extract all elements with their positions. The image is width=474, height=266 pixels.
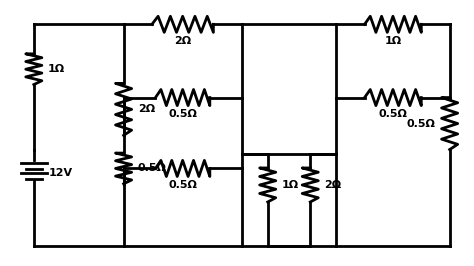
Text: 0.5Ω: 0.5Ω xyxy=(138,163,167,173)
Text: 2Ω: 2Ω xyxy=(324,180,342,190)
Text: 0.5Ω: 0.5Ω xyxy=(379,109,407,119)
Text: 0.5Ω: 0.5Ω xyxy=(407,119,436,128)
Text: 0.5Ω: 0.5Ω xyxy=(168,109,197,119)
Text: 1Ω: 1Ω xyxy=(48,64,65,74)
Text: 2Ω: 2Ω xyxy=(138,104,155,114)
Text: 1Ω: 1Ω xyxy=(282,180,299,190)
Text: 1Ω: 1Ω xyxy=(384,36,401,46)
Text: 0.5Ω: 0.5Ω xyxy=(168,180,197,190)
Text: 12V: 12V xyxy=(49,168,73,178)
Text: 2Ω: 2Ω xyxy=(174,36,191,46)
